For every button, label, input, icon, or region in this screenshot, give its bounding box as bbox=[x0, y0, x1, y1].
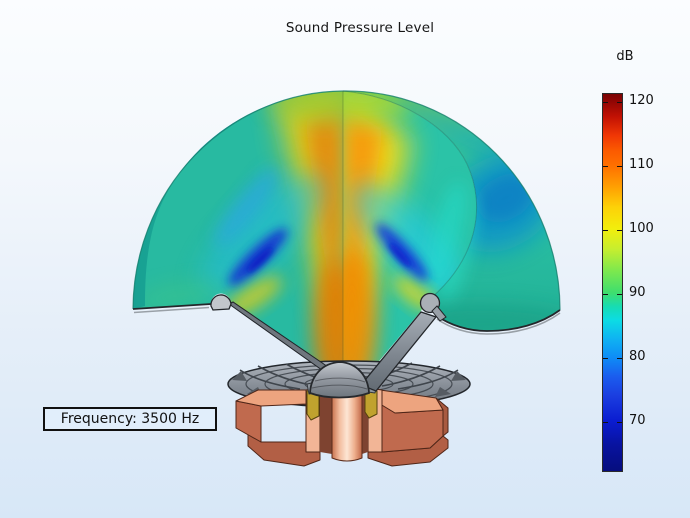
colorbar-tick-label: 120 bbox=[629, 93, 654, 109]
dome-outlines bbox=[132, 90, 561, 363]
colorbar-tick-mark bbox=[617, 102, 622, 104]
frequency-annotation: Frequency: 3500 Hz bbox=[43, 407, 217, 431]
cone-wedge-right bbox=[359, 311, 438, 392]
colorbar-tick-mark bbox=[617, 357, 622, 359]
colorbar-gradient bbox=[602, 93, 623, 472]
plot-title: Sound Pressure Level bbox=[285, 20, 435, 36]
spl-slice-left bbox=[133, 91, 343, 373]
colorbar-tick-label: 110 bbox=[629, 157, 654, 173]
colorbar-tick-mark bbox=[617, 166, 622, 168]
colorbar-unit-label: dB bbox=[616, 49, 634, 64]
colorbar-tick-label: 90 bbox=[629, 285, 646, 300]
colorbar-labels: 120 110 100 90 80 70 bbox=[629, 93, 684, 472]
colorbar-tick-label: 80 bbox=[629, 348, 646, 364]
pole-piece bbox=[331, 390, 363, 462]
colorbar-tick-mark bbox=[603, 357, 608, 359]
colorbar-tick-mark bbox=[603, 166, 608, 168]
speaker-cone bbox=[210, 292, 447, 399]
colorbar-tick-mark bbox=[603, 230, 608, 232]
colorbar-tick-mark bbox=[617, 421, 622, 423]
surround-left bbox=[210, 294, 232, 311]
colorbar-tick-mark bbox=[603, 421, 608, 423]
colorbar-tick-mark bbox=[603, 102, 608, 104]
colorbar-tick-mark bbox=[617, 230, 622, 232]
spl-slice-right bbox=[343, 91, 477, 385]
colorbar-tick-mark bbox=[603, 294, 608, 295]
dust-cap bbox=[309, 361, 370, 399]
colorbar-tick-label: 100 bbox=[629, 221, 654, 237]
colorbar-tick-label: 70 bbox=[629, 412, 646, 428]
magnet-assembly bbox=[235, 380, 449, 467]
colorbar: dB 120 110 100 90 80 70 bbox=[602, 49, 687, 494]
colorbar-tick-mark bbox=[617, 294, 622, 295]
